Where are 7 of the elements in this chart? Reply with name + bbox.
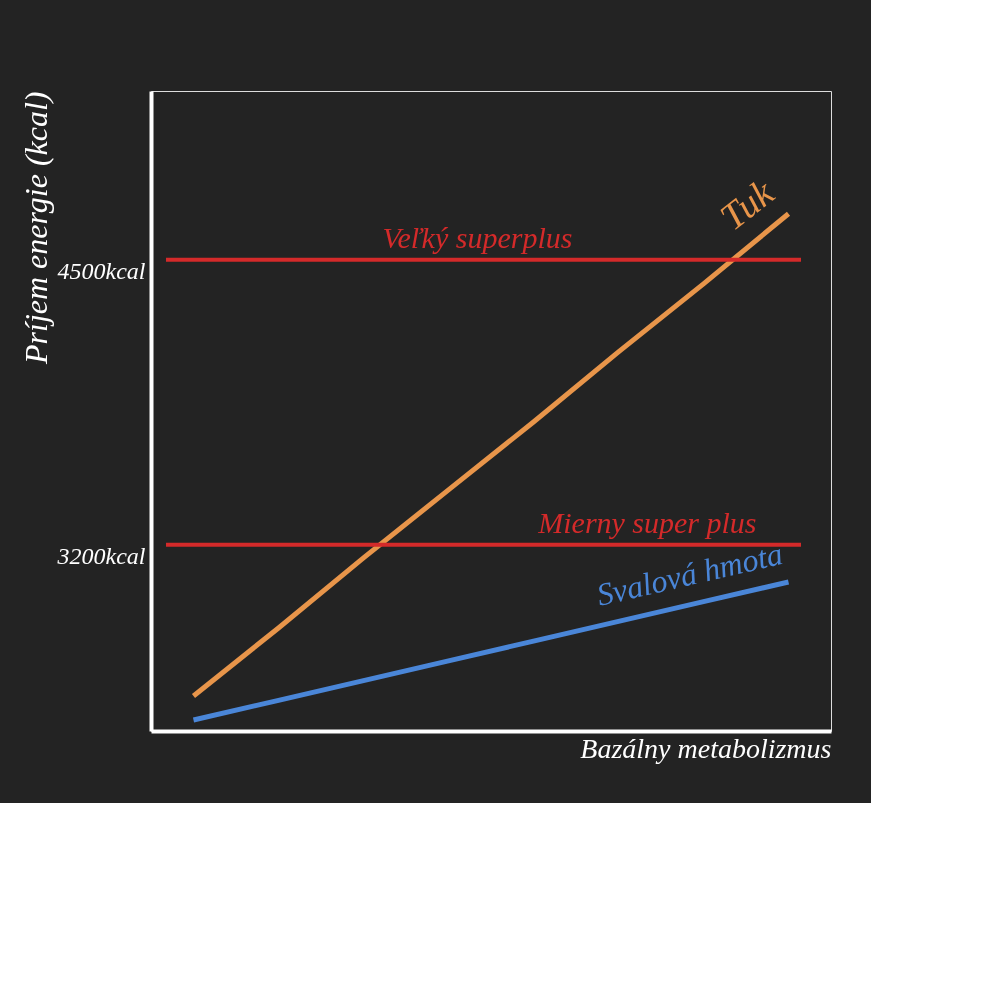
ref-line-label: Veľký superplus [382, 220, 573, 254]
y-tick-label: 3200kcal [56, 543, 146, 570]
y-tick-label: 4500kcal [57, 258, 146, 285]
text: Tuk [711, 170, 782, 239]
y-axis-title: Príjem energie (kcal) [17, 91, 54, 365]
ref-line-label: Mierny super plus [537, 505, 757, 539]
x-axis-title: Bazálny metabolizmus [580, 732, 832, 764]
